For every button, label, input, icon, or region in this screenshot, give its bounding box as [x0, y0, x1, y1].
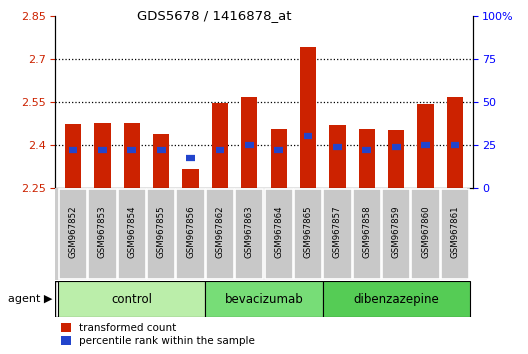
Bar [124, 123, 140, 188]
Bar [418, 104, 433, 188]
Text: GSM967861: GSM967861 [450, 205, 459, 258]
FancyBboxPatch shape [382, 189, 410, 279]
Text: GSM967862: GSM967862 [215, 205, 224, 258]
Text: dibenzazepine: dibenzazepine [353, 293, 439, 306]
Bar [241, 97, 257, 188]
FancyBboxPatch shape [235, 189, 263, 279]
FancyBboxPatch shape [353, 189, 381, 279]
Bar [329, 125, 345, 188]
Bar [183, 169, 199, 188]
Bar [271, 129, 287, 188]
Text: GSM967856: GSM967856 [186, 205, 195, 258]
Text: GSM967853: GSM967853 [98, 205, 107, 258]
Text: control: control [111, 293, 152, 306]
Text: GSM967852: GSM967852 [69, 205, 78, 258]
FancyBboxPatch shape [411, 189, 440, 279]
FancyBboxPatch shape [294, 189, 322, 279]
FancyBboxPatch shape [441, 189, 469, 279]
Bar [65, 124, 81, 188]
Bar [388, 130, 404, 188]
FancyBboxPatch shape [118, 189, 146, 279]
Text: GSM967859: GSM967859 [392, 206, 401, 258]
Text: agent ▶: agent ▶ [8, 294, 53, 304]
FancyBboxPatch shape [88, 189, 117, 279]
Text: GSM967854: GSM967854 [127, 205, 136, 258]
Text: GSM967857: GSM967857 [333, 205, 342, 258]
Bar [95, 123, 110, 188]
Text: GDS5678 / 1416878_at: GDS5678 / 1416878_at [137, 9, 291, 22]
Text: GSM967865: GSM967865 [304, 205, 313, 258]
Text: GSM967863: GSM967863 [245, 205, 254, 258]
Text: GSM967855: GSM967855 [157, 205, 166, 258]
Text: GSM967864: GSM967864 [274, 205, 283, 258]
Bar [323, 281, 469, 317]
Bar [153, 134, 169, 188]
FancyBboxPatch shape [176, 189, 205, 279]
FancyBboxPatch shape [265, 189, 293, 279]
Bar [205, 281, 323, 317]
Bar [59, 281, 205, 317]
Text: GSM967860: GSM967860 [421, 205, 430, 258]
Bar [359, 129, 375, 188]
Legend: transformed count, percentile rank within the sample: transformed count, percentile rank withi… [61, 323, 255, 346]
FancyBboxPatch shape [59, 189, 87, 279]
FancyBboxPatch shape [206, 189, 234, 279]
Text: GSM967858: GSM967858 [362, 205, 371, 258]
Bar [447, 97, 463, 188]
Bar [300, 47, 316, 188]
FancyBboxPatch shape [147, 189, 175, 279]
FancyBboxPatch shape [323, 189, 352, 279]
Bar [212, 103, 228, 188]
Text: bevacizumab: bevacizumab [224, 293, 304, 306]
